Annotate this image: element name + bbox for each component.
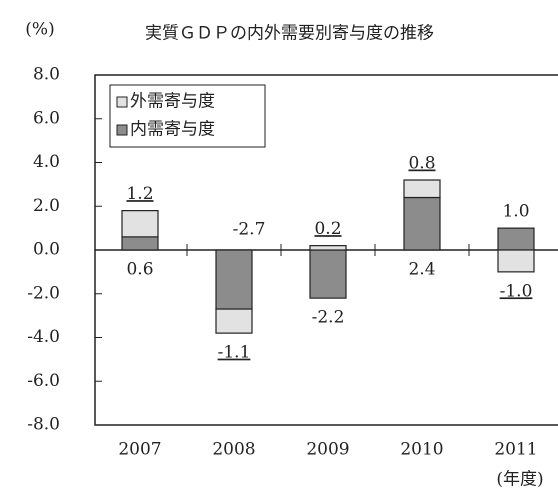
legend-box — [109, 84, 266, 148]
data-label: 0.8 — [408, 154, 435, 174]
data-label: 1.0 — [502, 202, 529, 222]
legend-label: 外需寄与度 — [130, 92, 215, 112]
y-tick-label: 6.0 — [33, 108, 60, 128]
bar-segment — [497, 227, 535, 251]
bar-segment — [215, 308, 253, 334]
bar-segment — [403, 179, 441, 199]
y-tick-label: -8.0 — [27, 415, 60, 435]
y-tick-label: 0.0 — [33, 240, 60, 260]
bar-segment — [215, 249, 253, 310]
x-axis-label: (年度) — [496, 470, 543, 490]
y-tick-label: 8.0 — [33, 65, 60, 85]
data-label: 2.4 — [408, 260, 435, 280]
y-tick-label: 4.0 — [33, 152, 60, 172]
data-label: -2.2 — [312, 308, 345, 328]
data-label: 0.2 — [314, 219, 341, 239]
bar-segment — [309, 245, 347, 251]
y-tick-label: -6.0 — [27, 371, 60, 391]
x-tick-label: 2010 — [400, 440, 443, 460]
bar-segment — [309, 249, 347, 299]
y-axis-label: (%) — [25, 20, 54, 40]
chart-title: 実質ＧＤＰの内外需要別寄与度の推移 — [145, 24, 434, 44]
y-tick-label: -2.0 — [27, 283, 60, 303]
x-tick-label: 2011 — [494, 440, 537, 460]
x-tick-label: 2008 — [212, 440, 255, 460]
data-label: -1.0 — [500, 281, 533, 301]
bar-segment — [121, 236, 159, 251]
data-label: 0.6 — [126, 260, 153, 280]
y-tick-label: -4.0 — [27, 327, 60, 347]
y-tick-label: 2.0 — [33, 196, 60, 216]
x-tick-label: 2007 — [118, 440, 161, 460]
bar-segment — [497, 249, 535, 273]
legend-label: 内需寄与度 — [130, 120, 215, 140]
legend-swatch — [116, 124, 128, 136]
data-label: -1.1 — [218, 343, 251, 363]
legend-swatch — [116, 96, 128, 108]
x-tick-label: 2009 — [306, 440, 349, 460]
data-label: -2.7 — [233, 220, 266, 240]
data-label: 1.2 — [126, 184, 153, 204]
bar-segment — [403, 196, 441, 251]
bar-segment — [121, 210, 159, 238]
